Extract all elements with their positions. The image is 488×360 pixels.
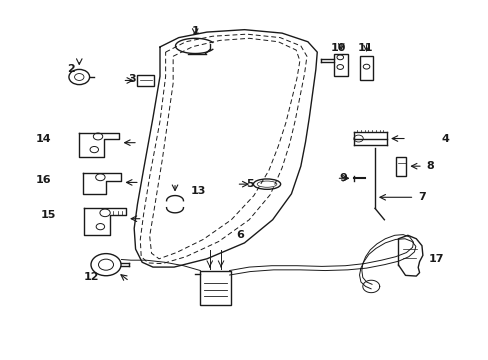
Text: 10: 10 [330, 43, 346, 53]
Text: 13: 13 [190, 186, 205, 196]
Text: 5: 5 [246, 179, 253, 189]
Bar [395, 157, 406, 176]
Text: 15: 15 [41, 210, 56, 220]
Bar [137, 75, 154, 86]
Text: 2: 2 [67, 64, 75, 75]
Text: 12: 12 [84, 273, 100, 283]
Text: 17: 17 [427, 254, 443, 264]
Text: 6: 6 [235, 230, 243, 240]
Text: 1: 1 [191, 26, 199, 36]
Text: 8: 8 [426, 161, 433, 171]
Bar [333, 54, 347, 76]
Text: 9: 9 [338, 173, 346, 183]
Text: 4: 4 [441, 134, 448, 144]
Bar [359, 55, 372, 81]
Text: 7: 7 [417, 192, 425, 202]
Bar [200, 271, 230, 305]
Text: 11: 11 [357, 43, 373, 53]
Text: 16: 16 [36, 175, 51, 185]
Text: 14: 14 [36, 134, 51, 144]
Text: 3: 3 [128, 74, 135, 84]
